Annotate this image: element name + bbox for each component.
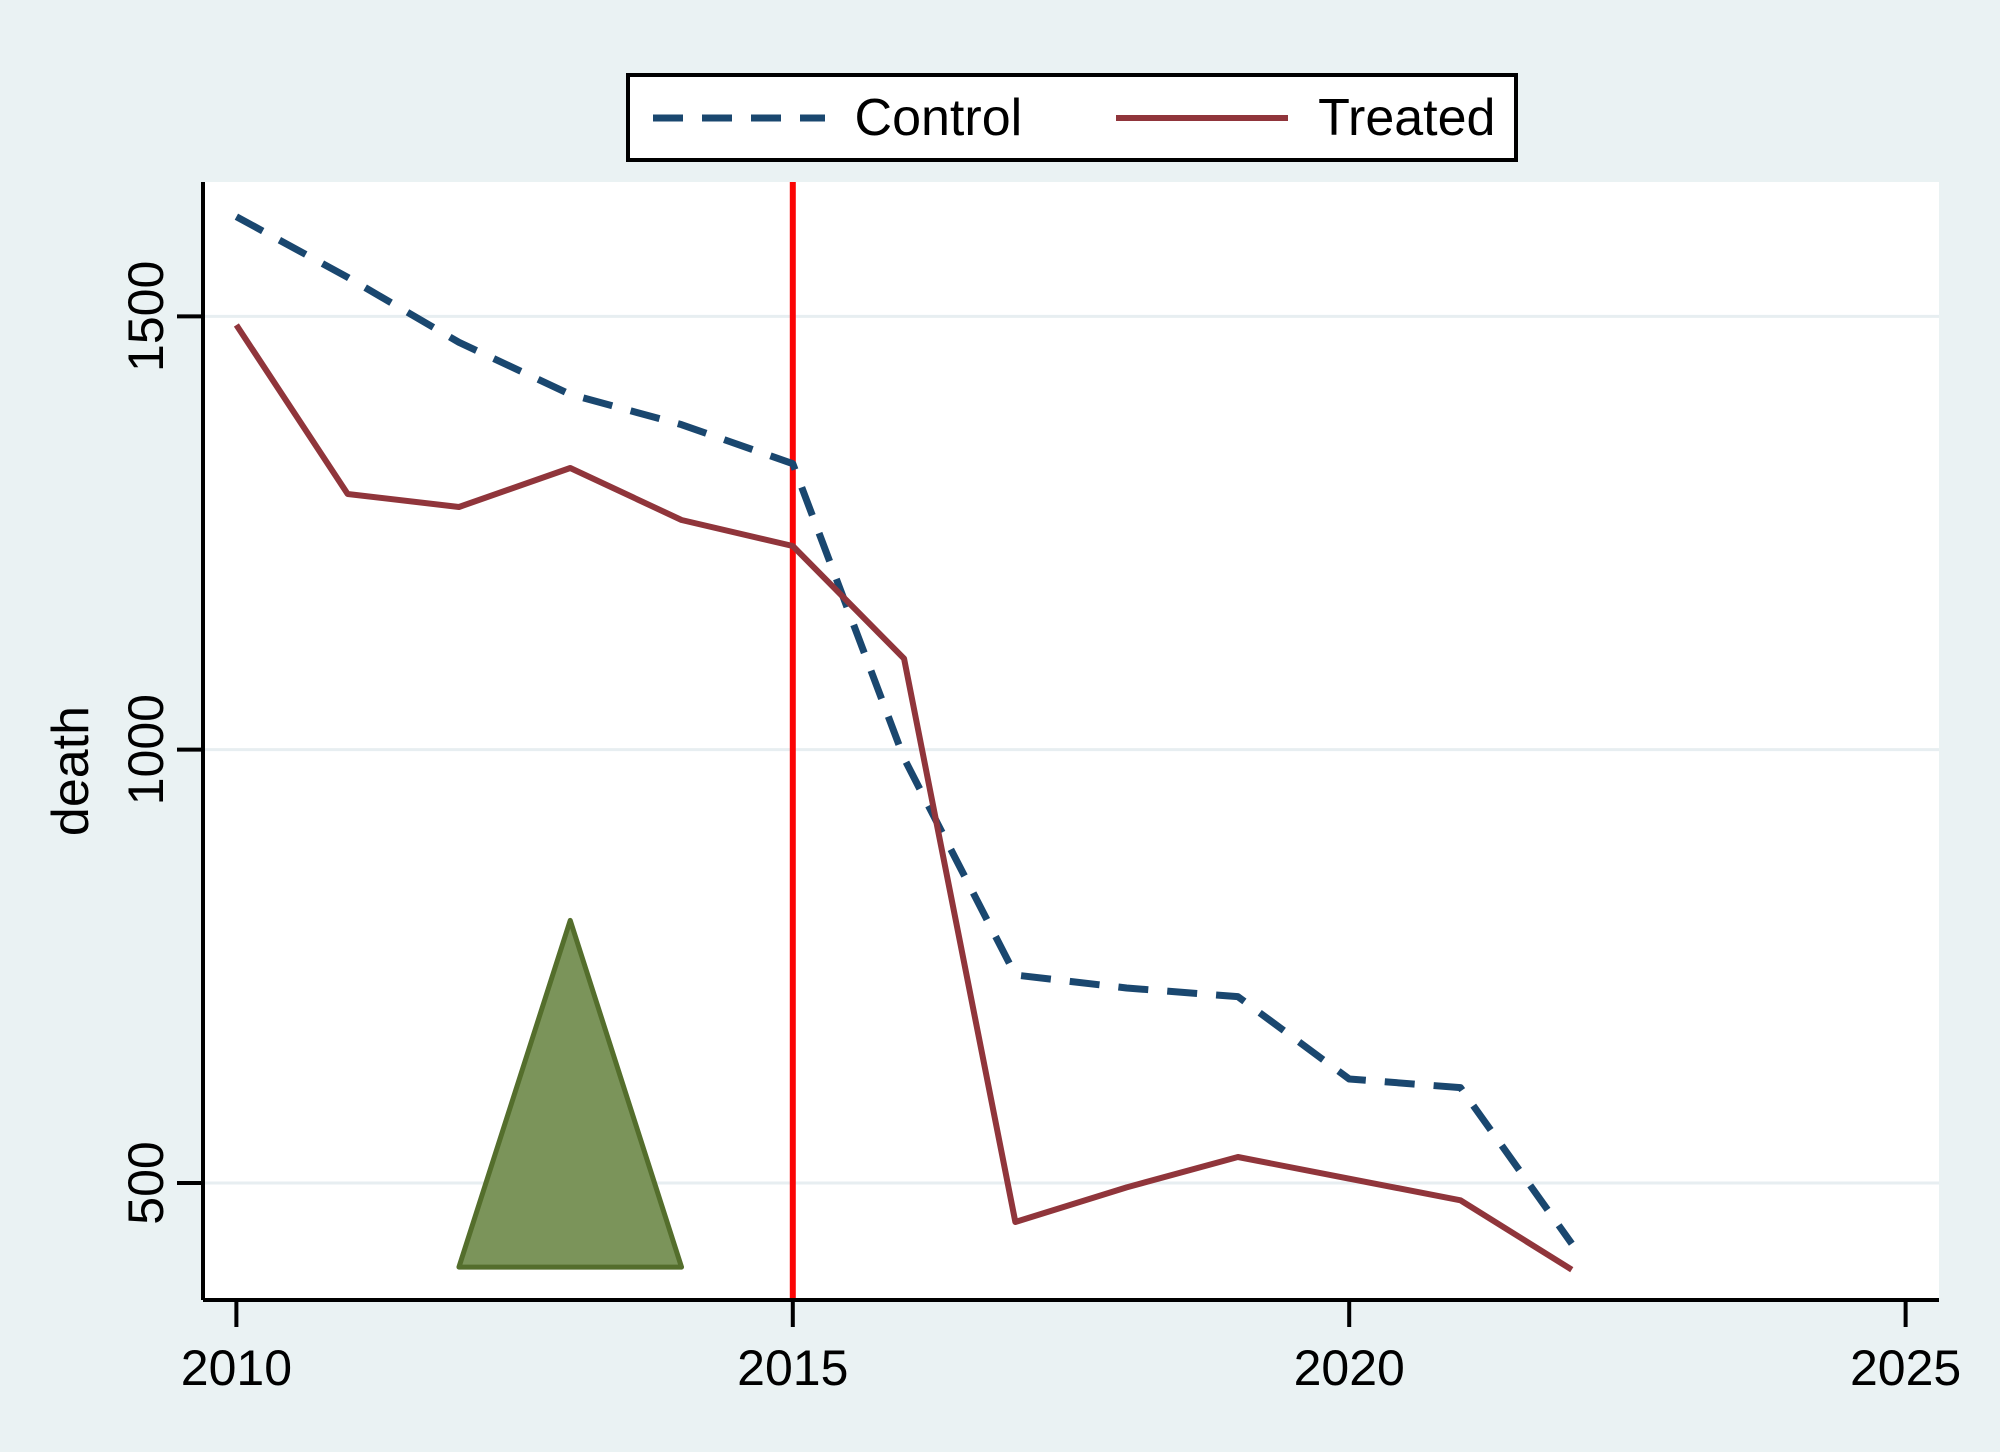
control-line — [234, 213, 1575, 1246]
y-axis-title: death — [42, 706, 100, 836]
y-tick-label: 1500 — [118, 261, 174, 372]
x-tick-label: 2020 — [1294, 1340, 1405, 1396]
y-tick-label: 1000 — [118, 694, 174, 805]
x-tick-label: 2010 — [181, 1340, 292, 1396]
x-tick-label: 2015 — [737, 1340, 848, 1396]
legend-label-control: Control — [854, 88, 1023, 147]
green-triangle-annotation — [456, 917, 685, 1270]
treated-solid-line-sample — [1116, 114, 1289, 121]
y-tick-label: 500 — [118, 1141, 174, 1224]
legend-box: Control Treated — [626, 73, 1518, 162]
x-tick-label: 2025 — [1850, 1340, 1961, 1396]
treated-line — [233, 323, 1574, 1273]
legend-label-treated: Treated — [1318, 88, 1496, 147]
legend-entry-treated: Treated — [1112, 92, 1495, 144]
plot-area — [203, 182, 1939, 1300]
legend-entry-control: Control — [649, 88, 1023, 147]
control-dashed-line-sample — [652, 114, 825, 121]
